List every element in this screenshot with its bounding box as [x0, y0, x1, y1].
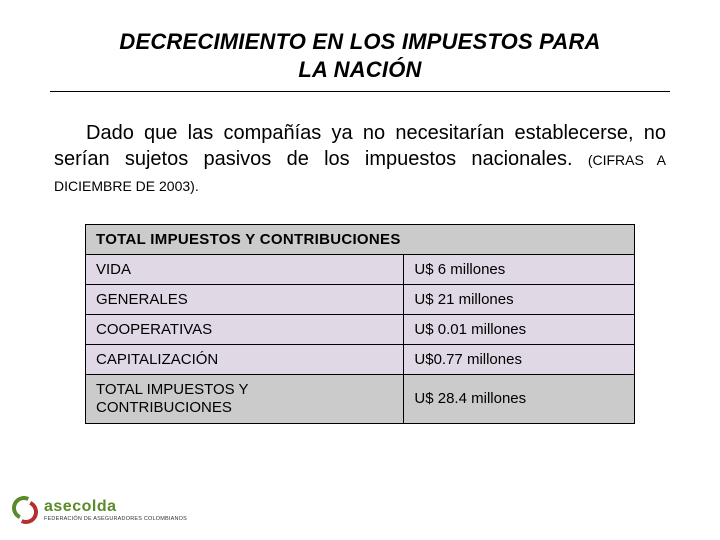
- row-value: U$0.77 millones: [404, 345, 635, 375]
- slide-container: DECRECIMIENTO EN LOS IMPUESTOS PARA LA N…: [0, 0, 720, 540]
- table-header-cell: TOTAL IMPUESTOS Y CONTRIBUCIONES: [86, 225, 635, 255]
- tax-table: TOTAL IMPUESTOS Y CONTRIBUCIONES VIDA U$…: [85, 224, 635, 424]
- slide-title: DECRECIMIENTO EN LOS IMPUESTOS PARA LA N…: [50, 28, 670, 83]
- row-value: U$ 21 millones: [404, 285, 635, 315]
- body-paragraph: Dado que las compañías ya no necesitaría…: [50, 120, 670, 198]
- row-value: U$ 6 millones: [404, 255, 635, 285]
- brand-logo-icon: [12, 496, 38, 526]
- table-wrap: TOTAL IMPUESTOS Y CONTRIBUCIONES VIDA U$…: [50, 224, 670, 424]
- row-label: VIDA: [86, 255, 404, 285]
- row-value: U$ 0.01 millones: [404, 315, 635, 345]
- brand-subtitle: FEDERACIÓN DE ASEGURADORES COLOMBIANOS: [44, 517, 187, 523]
- brand-block: asecolda FEDERACIÓN DE ASEGURADORES COLO…: [44, 499, 187, 523]
- brand-name: asecolda: [44, 499, 187, 515]
- footer: asecolda FEDERACIÓN DE ASEGURADORES COLO…: [12, 496, 187, 526]
- paragraph-text: Dado que las compañías ya no necesitaría…: [54, 122, 666, 170]
- title-line-2: LA NACIÓN: [298, 57, 421, 82]
- row-label: CAPITALIZACIÓN: [86, 345, 404, 375]
- table-total-row: TOTAL IMPUESTOS Y CONTRIBUCIONES U$ 28.4…: [86, 375, 635, 424]
- row-label: GENERALES: [86, 285, 404, 315]
- title-line-1: DECRECIMIENTO EN LOS IMPUESTOS PARA: [119, 29, 600, 54]
- row-label: COOPERATIVAS: [86, 315, 404, 345]
- total-label-line1: TOTAL IMPUESTOS Y: [96, 381, 249, 398]
- table-row: VIDA U$ 6 millones: [86, 255, 635, 285]
- total-label: TOTAL IMPUESTOS Y CONTRIBUCIONES: [86, 375, 404, 424]
- table-row: CAPITALIZACIÓN U$0.77 millones: [86, 345, 635, 375]
- title-underline: [50, 91, 670, 92]
- table-header-row: TOTAL IMPUESTOS Y CONTRIBUCIONES: [86, 225, 635, 255]
- total-label-line2: CONTRIBUCIONES: [96, 399, 232, 416]
- total-value: U$ 28.4 millones: [404, 375, 635, 424]
- table-row: GENERALES U$ 21 millones: [86, 285, 635, 315]
- table-row: COOPERATIVAS U$ 0.01 millones: [86, 315, 635, 345]
